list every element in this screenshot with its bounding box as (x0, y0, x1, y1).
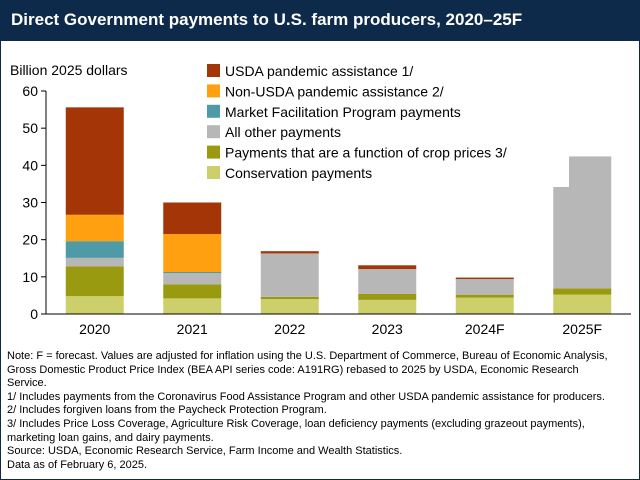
legend-swatch (207, 166, 220, 179)
y-tick-label: 0 (30, 306, 38, 322)
bar-segment (260, 251, 319, 254)
bar-segment (65, 266, 124, 297)
bar-segment (65, 241, 124, 258)
bar-segment (553, 288, 612, 295)
legend-swatch (207, 145, 220, 159)
y-tick-label: 10 (22, 269, 38, 285)
bar-segment (358, 269, 417, 294)
bar-segment (455, 277, 514, 280)
bar-segment (163, 298, 222, 314)
bar-segment (455, 279, 514, 295)
legend-entry: Non-USDA pandemic assistance 2/ (225, 83, 444, 99)
note-line: 1/ Includes payments from the Coronaviru… (7, 390, 605, 403)
y-tick-label: 40 (22, 157, 38, 173)
x-tick-label: 2023 (372, 321, 403, 337)
note-line: marketing loan gains, and dairy payments… (7, 431, 214, 444)
bar-segment (163, 284, 222, 299)
legend-entry: Payments that are a function of crop pri… (225, 145, 507, 161)
bar-segment (65, 257, 124, 267)
y-tick-label: 60 (22, 83, 38, 99)
x-tick-label: 2021 (177, 321, 208, 337)
footnotes: Note: F = forecast. Values are adjusted … (7, 350, 637, 472)
legend-swatch (207, 84, 220, 98)
note-line: 2/ Includes forgiven loans from the Payc… (7, 404, 327, 417)
x-tick-label: 2022 (274, 321, 305, 337)
note-line: Service. (7, 377, 47, 390)
bar-segment (455, 297, 514, 314)
bar-segment (358, 265, 417, 270)
legend-entry: USDA pandemic assistance 1/ (225, 63, 413, 79)
x-tick-label: 2024F (465, 321, 505, 337)
x-tick-label: 2025F (562, 321, 602, 337)
bar-segment (260, 299, 319, 314)
bar-segment (455, 294, 514, 298)
x-tick-label: 2020 (79, 321, 110, 337)
legend-entry: All other payments (225, 124, 341, 140)
bar-segment (163, 272, 222, 274)
note-line: 3/ Includes Price Loss Coverage, Agricul… (7, 417, 585, 430)
y-axis-label: Billion 2025 dollars (10, 62, 128, 78)
legend-box (201, 59, 569, 187)
chart-title: Direct Government payments to U.S. farm … (11, 10, 523, 29)
bar-segment (163, 202, 222, 235)
note-line: Source: USDA, Economic Research Service,… (7, 445, 403, 458)
bar-segment (65, 107, 124, 215)
legend-swatch (207, 125, 220, 139)
stacked-bar-chart: 0 10 20 30 40 50 60 2020 2021 2022 2023 2024F 2025F U… (22, 59, 631, 337)
y-tick-label: 20 (22, 232, 38, 248)
note-line: Note: F = forecast. Values are adjusted … (7, 350, 608, 362)
legend-entry: Market Facilitation Program payments (225, 104, 461, 120)
note-line: Data as of February 6, 2025. (7, 458, 148, 471)
y-tick-label: 50 (22, 120, 38, 136)
legend-swatch (207, 64, 220, 77)
bar-segment (65, 214, 124, 242)
bar-segment (553, 294, 612, 314)
legend-entry: Conservation payments (225, 165, 372, 181)
bar-segment (358, 293, 417, 300)
bar-segment (163, 273, 222, 285)
bar-segment (260, 296, 319, 300)
y-tick-label: 30 (22, 195, 38, 211)
bar-segment (358, 299, 417, 314)
legend-swatch (207, 104, 220, 118)
bar-segment (163, 234, 222, 273)
title-bar: Direct Government payments to U.S. farm … (1, 1, 639, 41)
bar-segment (65, 296, 124, 314)
bar-segment (260, 253, 319, 297)
note-line: Gross Domestic Product Price Index (BEA … (7, 363, 579, 376)
